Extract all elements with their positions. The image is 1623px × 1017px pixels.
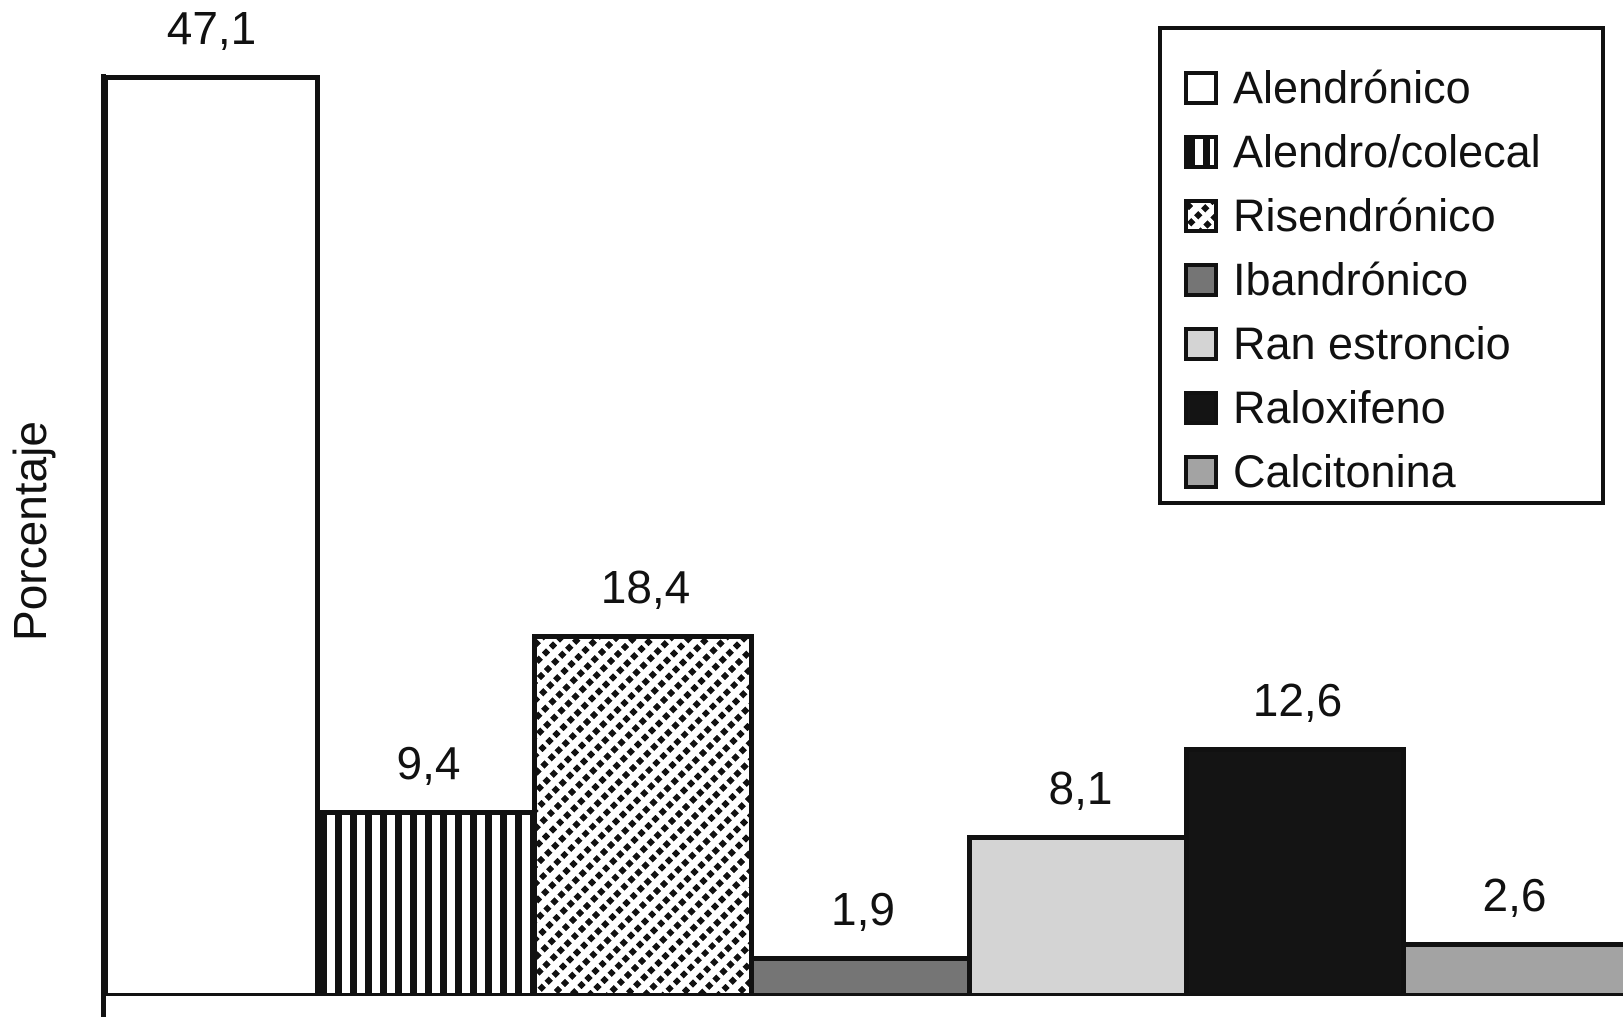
legend-label-risendronico: Risendrónico: [1233, 190, 1496, 241]
bar-calcitonina: [1401, 942, 1623, 993]
bar-value-label-ibandronico: 1,9: [831, 883, 895, 935]
legend-swatch-raloxifeno: [1184, 391, 1218, 425]
legend-label-raloxifeno: Raloxifeno: [1233, 382, 1446, 433]
bar-value-label-calcitonina: 2,6: [1482, 869, 1547, 921]
bar-ran-estroncio: [967, 835, 1189, 993]
legend-swatch-risendronico: [1184, 199, 1218, 233]
bar-value-label-alendro-colecal: 9,4: [396, 737, 461, 789]
legend-label-alendronico: Alendrónico: [1233, 62, 1471, 113]
legend-item-alendro-colecal: Alendro/colecal: [1184, 120, 1601, 184]
bar-ibandronico: [749, 956, 972, 993]
bar-value-label-alendronico: 47,1: [166, 2, 257, 54]
legend-swatch-calcitonina: [1184, 455, 1218, 489]
legend-item-alendronico: Alendrónico: [1184, 56, 1601, 120]
legend-label-ran-estroncio: Ran estroncio: [1233, 318, 1511, 369]
legend-item-ran-estroncio: Ran estroncio: [1184, 312, 1601, 376]
legend-label-alendro-colecal: Alendro/colecal: [1233, 126, 1541, 177]
bar-alendro-colecal: [315, 810, 537, 993]
legend-item-raloxifeno: Raloxifeno: [1184, 376, 1601, 440]
legend-label-ibandronico: Ibandrónico: [1233, 254, 1469, 305]
legend-item-ibandronico: Ibandrónico: [1184, 248, 1601, 312]
bar-risendronico: [532, 634, 754, 993]
legend-label-calcitonina: Calcitonina: [1233, 446, 1456, 497]
bar-value-label-ran-estroncio: 8,1: [1048, 762, 1113, 814]
bar-value-label-raloxifeno: 12,6: [1252, 674, 1343, 726]
legend-swatch-alendro-colecal: [1184, 135, 1218, 169]
legend-box: Alendrónico Alendro/colecal Risendrónico Ib…: [1158, 26, 1605, 505]
bar-value-label-risendronico: 18,4: [600, 561, 691, 613]
legend-rows: Alendrónico Alendro/colecal Risendrónico Ib…: [1184, 56, 1601, 504]
x-axis-line: [101, 991, 1623, 996]
y-axis-label: Porcentaje: [4, 421, 56, 641]
legend-swatch-alendronico: [1184, 71, 1218, 105]
legend-item-calcitonina: Calcitonina: [1184, 440, 1601, 504]
bar-alendronico: [103, 75, 320, 993]
legend-swatch-ibandronico: [1184, 263, 1218, 297]
bar-raloxifeno: [1184, 747, 1406, 993]
legend-item-risendronico: Risendrónico: [1184, 184, 1601, 248]
legend-swatch-ran-estroncio: [1184, 327, 1218, 361]
